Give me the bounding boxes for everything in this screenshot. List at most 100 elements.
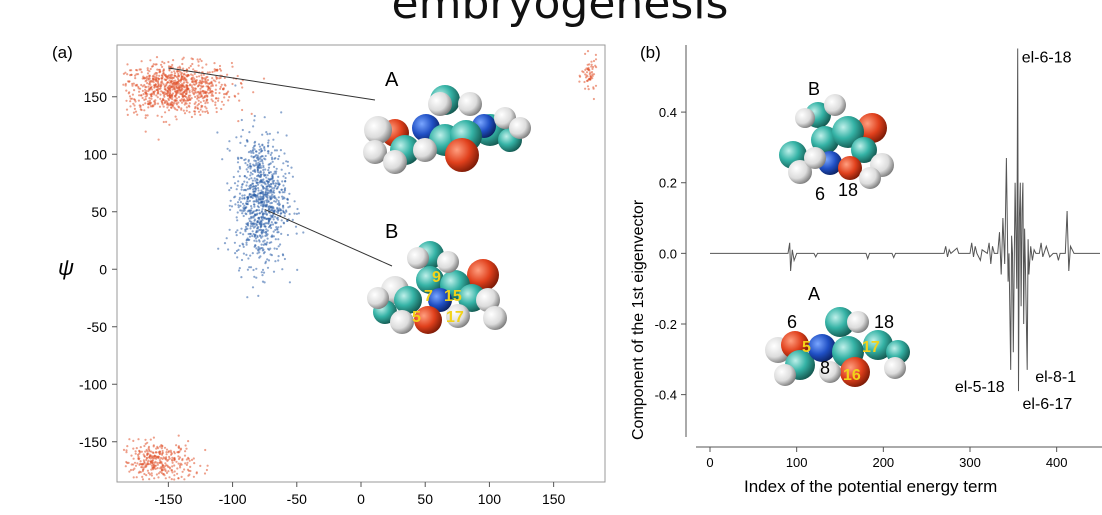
scatter-point: [270, 178, 273, 181]
molecule-a-atom-6: 6: [787, 312, 797, 332]
scatter-point: [134, 452, 137, 455]
scatter-point: [185, 96, 188, 99]
scatter-point: [199, 87, 202, 90]
scatter-point: [269, 223, 272, 226]
scatter-point: [150, 85, 153, 88]
scatter-point: [130, 463, 133, 466]
scatter-point: [142, 459, 145, 462]
scatter-point: [273, 247, 276, 250]
scatter-point: [254, 159, 257, 163]
scatter-point: [257, 206, 260, 209]
scatter-point: [591, 77, 594, 80]
scatter-point: [253, 239, 256, 242]
x-tick-label: 50: [417, 491, 433, 507]
scatter-point: [258, 209, 261, 212]
scatter-point: [592, 97, 596, 101]
scatter-point: [160, 447, 163, 450]
scatter-point: [158, 68, 161, 71]
scatter-point: [246, 163, 249, 167]
scatter-point: [177, 451, 180, 454]
scatter-point: [154, 99, 157, 102]
scatter-point: [219, 85, 222, 88]
scatter-point: [206, 75, 209, 79]
scatter-point: [212, 79, 215, 82]
scatter-point: [272, 270, 276, 273]
scatter-point: [222, 88, 225, 91]
scatter-point: [261, 219, 264, 222]
scatter-point: [223, 76, 226, 79]
scatter-point: [259, 195, 262, 198]
scatter-point: [220, 107, 223, 111]
scatter-point: [154, 467, 157, 470]
scatter-point: [277, 157, 280, 161]
scatter-point: [267, 222, 270, 225]
scatter-point: [171, 471, 174, 474]
scatter-point: [170, 451, 173, 454]
y-tick-label: -0.2: [655, 317, 677, 332]
scatter-point: [158, 74, 161, 77]
scatter-point: [285, 210, 288, 213]
scatter-point: [180, 87, 184, 90]
scatter-point: [203, 472, 207, 475]
scatter-point: [260, 236, 263, 239]
scatter-point: [201, 77, 204, 80]
scatter-point: [260, 200, 263, 203]
scatter-point: [250, 205, 253, 208]
scatter-point: [261, 192, 264, 195]
scatter-point: [273, 165, 276, 168]
scatter-point: [146, 461, 149, 464]
scatter-point: [134, 100, 137, 103]
scatter-point: [152, 79, 155, 82]
scatter-point: [266, 189, 269, 192]
scatter-point: [274, 185, 277, 188]
scatter-point: [139, 460, 142, 463]
scatter-point: [250, 207, 253, 210]
atom-number-7: 7: [424, 288, 433, 305]
scatter-point: [237, 170, 240, 173]
scatter-point: [249, 227, 252, 230]
scatter-point: [156, 85, 159, 88]
scatter-point: [187, 94, 190, 97]
scatter-point: [590, 65, 593, 68]
scatter-point: [240, 227, 243, 230]
scatter-point: [261, 212, 264, 215]
scatter-point: [269, 217, 272, 220]
scatter-point: [194, 87, 197, 90]
scatter-point: [592, 65, 595, 69]
scatter-point: [230, 61, 233, 65]
scatter-point: [157, 451, 160, 454]
scatter-point: [161, 449, 164, 453]
scatter-point: [261, 162, 264, 165]
scatter-point: [128, 69, 132, 72]
scatter-point: [251, 196, 254, 200]
scatter-point: [200, 74, 203, 77]
scatter-point: [258, 145, 262, 148]
scatter-point: [246, 237, 249, 240]
scatter-point: [240, 135, 243, 138]
scatter-point: [185, 447, 188, 450]
scatter-point: [242, 245, 245, 248]
scatter-point: [592, 73, 596, 76]
scatter-point: [241, 86, 244, 89]
scatter-point: [193, 102, 196, 105]
scatter-point: [167, 103, 170, 106]
scatter-point: [191, 74, 194, 77]
scatter-point: [257, 189, 260, 192]
scatter-point: [171, 98, 174, 101]
scatter-point: [280, 168, 283, 171]
scatter-point: [146, 450, 149, 453]
scatter-point: [140, 450, 143, 453]
scatter-point: [243, 194, 246, 197]
scatter-point: [279, 212, 282, 215]
scatter-point: [150, 468, 153, 471]
scatter-point: [240, 276, 243, 279]
scatter-point: [211, 70, 214, 74]
x-tick-label: 100: [786, 455, 808, 470]
scatter-point: [214, 103, 217, 107]
scatter-point: [170, 469, 173, 472]
scatter-point: [257, 187, 260, 190]
scatter-point: [148, 478, 151, 481]
scatter-point: [155, 77, 158, 80]
scatter-point: [271, 145, 275, 148]
scatter-point: [171, 465, 174, 468]
